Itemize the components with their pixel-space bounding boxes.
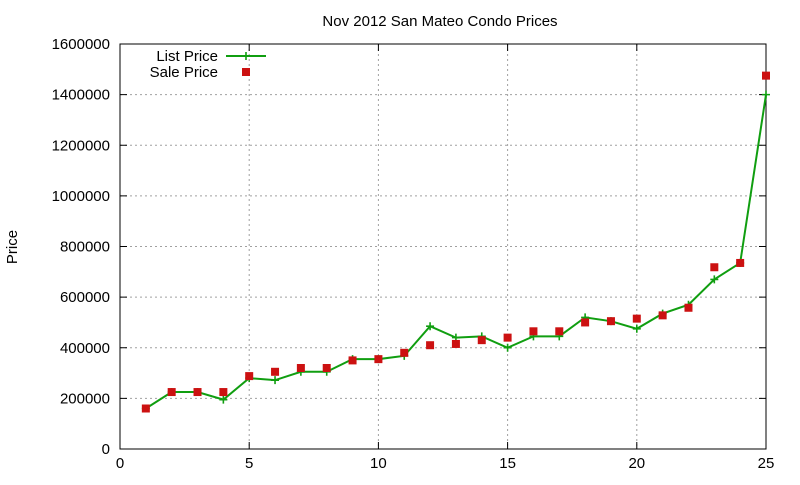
data-point [348,356,357,365]
data-point [606,317,615,326]
data-point [658,311,667,320]
data-point [322,364,331,372]
data-point [581,318,590,327]
series-1 [141,71,770,413]
data-point [271,367,280,376]
legend-label: Sale Price [150,64,218,81]
legend-item: Sale Price [150,64,250,81]
data-point [632,324,641,333]
data-point [400,348,409,357]
y-tick-label: 1600000 [52,36,110,53]
data-point [426,341,435,350]
series-line [145,94,767,410]
legend-label: List Price [156,48,218,65]
data-point [141,404,150,413]
y-tick-label: 1200000 [52,137,110,154]
data-point [193,388,202,397]
series [141,71,770,413]
data-point [555,327,564,336]
chart-title: Nov 2012 San Mateo Condo Prices [322,13,557,30]
y-tick-label: 0 [102,441,110,458]
data-point [271,376,280,385]
data-point [503,343,512,352]
x-tick-label: 15 [499,455,516,472]
data-point [374,355,383,364]
y-tick-label: 800000 [60,239,110,256]
y-axis-label: Price [4,230,21,264]
legend-swatch-marker [242,52,250,60]
data-point [632,314,641,323]
legend-swatch-marker [242,68,250,76]
y-tick-label: 200000 [60,390,110,407]
data-point [477,336,486,345]
x-tick-label: 0 [116,455,124,472]
data-point [451,339,460,348]
y-tick-label: 600000 [60,289,110,306]
data-point [529,327,538,336]
x-tick-label: 5 [245,455,253,472]
x-tick-label: 25 [758,455,775,472]
series-0 [141,90,770,413]
data-point [710,263,719,272]
data-point [710,275,719,284]
y-tick-label: 400000 [60,340,110,357]
data-point [503,333,512,342]
x-tick-label: 20 [628,455,645,472]
data-point [219,395,228,404]
data-point [684,303,693,312]
data-point [219,388,228,397]
grid [120,44,766,449]
legend-item: List Price [156,48,266,65]
data-point [762,71,770,80]
data-point [167,388,176,397]
data-point [296,364,305,372]
data-point [762,90,770,99]
y-tick-label: 1000000 [52,188,110,205]
data-point [245,372,254,381]
data-point [426,322,435,331]
y-tick-label: 1400000 [52,87,110,104]
data-point [736,258,745,267]
x-tick-label: 10 [370,455,387,472]
axes: 0 5 10 15 20 25 0 200000 400000 600000 800000 10000… [52,36,775,472]
